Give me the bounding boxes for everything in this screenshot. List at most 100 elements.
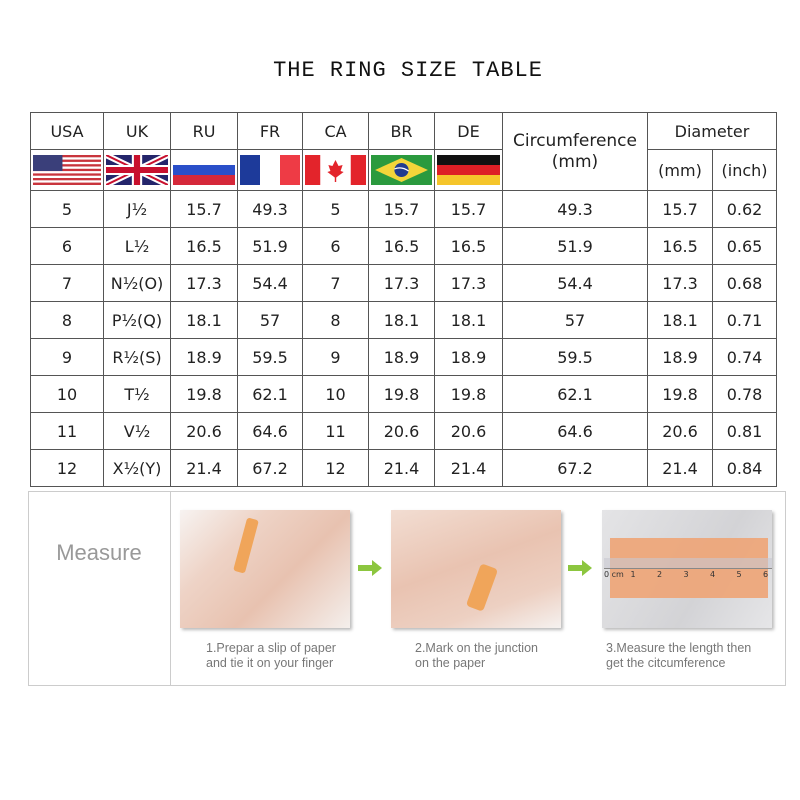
step-3-caption: 3.Measure the length then get the citcumf…: [606, 641, 752, 670]
table-cell: 21.4: [170, 449, 238, 487]
measure-section: [28, 491, 786, 686]
table-cell: 19.8: [170, 375, 238, 413]
table-cell: 20.6: [170, 412, 238, 450]
table-cell: 0.74: [711, 338, 778, 376]
table-cell: 49.3: [237, 190, 303, 228]
table-cell: P½(Q): [103, 301, 171, 339]
table-cell: 18.9: [434, 338, 503, 376]
table-cell: 16.5: [647, 227, 713, 265]
table-cell: 18.1: [170, 301, 238, 339]
brazil-flag-icon: [371, 155, 432, 185]
uk-flag-icon: [106, 155, 168, 185]
table-cell: 10: [302, 375, 369, 413]
ruler-label: 6: [763, 570, 769, 579]
ring-size-table: USA UK RU FR CA BR DE Circumference (mm)…: [30, 112, 778, 487]
table-cell: 20.6: [647, 412, 713, 450]
table-cell: N½(O): [103, 264, 171, 302]
header-circumference: Circumference (mm): [502, 112, 648, 191]
header-usa: USA: [30, 112, 104, 150]
table-cell: 67.2: [502, 449, 648, 487]
table-cell: 15.7: [647, 190, 713, 228]
ruler-label: 2: [657, 570, 663, 579]
table-row: 9 R½(S) 18.9 59.5 9 18.9 18.9 59.5 18.9 0.74: [30, 338, 778, 376]
table-cell: R½(S): [103, 338, 171, 376]
table-cell: 5: [30, 190, 104, 228]
paper-strip: [465, 563, 499, 612]
step-1-photo: [180, 510, 350, 628]
table-cell: 10: [30, 375, 104, 413]
usa-flag-icon: [33, 155, 101, 185]
table-cell: 15.7: [434, 190, 503, 228]
table-row: 6 L½ 16.5 51.9 6 16.5 16.5 51.9 16.5 0.65: [30, 227, 778, 265]
table-cell: 0.65: [711, 227, 778, 265]
table-cell: 18.1: [368, 301, 435, 339]
table-cell: L½: [103, 227, 171, 265]
russia-flag-icon: [173, 155, 235, 185]
header-fr: FR: [237, 112, 303, 150]
table-cell: 16.5: [434, 227, 503, 265]
table-cell: 17.3: [647, 264, 713, 302]
table-cell: 19.8: [434, 375, 503, 413]
table-cell: 18.9: [368, 338, 435, 376]
table-row: 5 J½ 15.7 49.3 5 15.7 15.7 49.3 15.7 0.62: [30, 190, 778, 228]
measure-divider: [170, 491, 171, 685]
header-br: BR: [368, 112, 435, 150]
table-cell: 8: [302, 301, 369, 339]
table-cell: 59.5: [502, 338, 648, 376]
ruler-label: 3: [683, 570, 689, 579]
table-cell: 19.8: [647, 375, 713, 413]
table-row: 11 V½ 20.6 64.6 11 20.6 20.6 64.6 20.6 0.81: [30, 412, 778, 450]
table-cell: 17.3: [170, 264, 238, 302]
table-row: 12 X½(Y) 21.4 67.2 12 21.4 21.4 67.2 21.4 0.84: [30, 449, 778, 487]
step-2-photo: [391, 510, 561, 628]
table-cell: J½: [103, 190, 171, 228]
table-cell: 64.6: [237, 412, 303, 450]
table-cell: 19.8: [368, 375, 435, 413]
header-ca: CA: [302, 112, 369, 150]
table-cell: 16.5: [170, 227, 238, 265]
table-row: 7 N½(O) 17.3 54.4 7 17.3 17.3 54.4 17.3 0.68: [30, 264, 778, 302]
table-cell: 20.6: [434, 412, 503, 450]
table-cell: 0.81: [711, 412, 778, 450]
table-cell: 54.4: [502, 264, 648, 302]
table-cell: 0.78: [711, 375, 778, 413]
ruler-label: 1: [630, 570, 636, 579]
table-cell: 18.1: [647, 301, 713, 339]
table-cell: 49.3: [502, 190, 648, 228]
header-ru: RU: [170, 112, 238, 150]
table-cell: 0.62: [711, 190, 778, 228]
table-cell: 17.3: [434, 264, 503, 302]
table-cell: 18.1: [434, 301, 503, 339]
table-cell: 9: [302, 338, 369, 376]
table-cell: 59.5: [237, 338, 303, 376]
table-cell: V½: [103, 412, 171, 450]
table-cell: 5: [302, 190, 369, 228]
table-cell: 67.2: [237, 449, 303, 487]
table-cell: 12: [302, 449, 369, 487]
step-3-photo: 0 cm 1 2 3 4 5 6: [602, 510, 772, 628]
table-cell: 54.4: [237, 264, 303, 302]
header-de: DE: [434, 112, 503, 150]
table-cell: 64.6: [502, 412, 648, 450]
table-cell: 51.9: [237, 227, 303, 265]
canada-flag-icon: [305, 155, 366, 185]
table-cell: 9: [30, 338, 104, 376]
table-cell: 21.4: [368, 449, 435, 487]
measure-label: Measure: [56, 540, 142, 565]
table-cell: 57: [502, 301, 648, 339]
table-cell: 18.9: [170, 338, 238, 376]
france-flag-icon: [240, 155, 300, 185]
table-cell: 18.9: [647, 338, 713, 376]
table-cell: 15.7: [170, 190, 238, 228]
ruler: [604, 558, 772, 569]
arrow-right-icon: [358, 560, 382, 576]
germany-flag-icon: [437, 155, 500, 185]
header-uk: UK: [103, 112, 171, 150]
table-cell: 7: [30, 264, 104, 302]
table-cell: 0.71: [711, 301, 778, 339]
table-row: 10 T½ 19.8 62.1 10 19.8 19.8 62.1 19.8 0.78: [30, 375, 778, 413]
step-2-caption: 2.Mark on the junction on the paper: [415, 641, 538, 670]
table-cell: 6: [30, 227, 104, 265]
table-cell: 57: [237, 301, 303, 339]
table-cell: 8: [30, 301, 104, 339]
